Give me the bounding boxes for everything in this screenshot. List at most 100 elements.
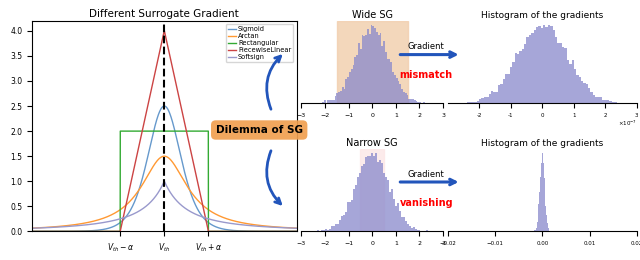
Arctan <box>237 221 244 224</box>
Bar <box>413 100 415 103</box>
Bar <box>360 149 384 231</box>
Bar <box>347 77 349 103</box>
Bar <box>392 72 394 103</box>
Text: Gradient: Gradient <box>408 170 445 179</box>
Bar <box>535 230 536 231</box>
Bar <box>375 153 377 231</box>
Bar <box>322 102 324 103</box>
Bar <box>426 230 428 231</box>
Bar <box>362 35 364 103</box>
Bar <box>399 84 401 103</box>
Bar <box>333 100 335 103</box>
Bar <box>388 192 390 231</box>
Bar <box>385 177 387 231</box>
Rectangular <box>292 230 300 233</box>
Bar <box>619 102 621 103</box>
Bar <box>408 99 410 103</box>
Bar <box>325 229 327 231</box>
Bar <box>517 54 519 103</box>
Bar <box>341 216 343 231</box>
Softsign <box>292 227 300 230</box>
Bar <box>550 25 552 103</box>
Bar <box>557 43 559 103</box>
Arctan <box>292 227 300 230</box>
Bar <box>327 230 329 231</box>
Line: PiecewiseLinear: PiecewiseLinear <box>32 31 296 231</box>
Softsign <box>285 226 293 230</box>
Bar <box>591 92 593 103</box>
Bar <box>541 155 542 231</box>
Bar <box>371 153 373 231</box>
Bar <box>540 177 541 231</box>
Bar <box>484 97 486 103</box>
Arctan <box>285 226 293 229</box>
Bar <box>360 49 362 103</box>
Bar <box>417 230 419 231</box>
Rectangular <box>116 129 124 133</box>
Bar <box>383 41 385 103</box>
Bar <box>595 97 598 103</box>
Bar <box>515 53 517 103</box>
Bar <box>415 229 417 231</box>
Bar <box>531 33 534 103</box>
Bar <box>364 36 365 103</box>
Bar <box>536 228 537 231</box>
Legend: Sigmoid, Arctan, Rectangular, PiecewiseLinear, Softsign: Sigmoid, Arctan, Rectangular, PiecewiseL… <box>226 24 293 62</box>
Bar <box>545 206 547 231</box>
PiecewiseLinear <box>28 230 36 233</box>
Sigmoid <box>28 230 36 233</box>
Bar <box>574 69 576 103</box>
Rectangular <box>157 129 164 133</box>
Bar <box>353 65 355 103</box>
Bar <box>359 173 361 231</box>
Bar <box>387 58 388 103</box>
Text: Dilemma of SG: Dilemma of SG <box>216 125 303 135</box>
Bar <box>355 185 357 231</box>
Bar <box>569 64 572 103</box>
Bar <box>396 78 397 103</box>
Bar <box>593 95 595 103</box>
Bar <box>387 180 388 231</box>
PiecewiseLinear <box>285 230 293 233</box>
Bar <box>337 21 408 103</box>
Bar <box>337 93 338 103</box>
Line: Sigmoid: Sigmoid <box>32 106 296 231</box>
Bar <box>340 91 342 103</box>
Bar <box>543 25 545 103</box>
Bar <box>355 57 356 103</box>
Bar <box>358 43 360 103</box>
Rectangular <box>285 230 292 233</box>
Bar <box>380 33 381 103</box>
Bar <box>369 34 371 103</box>
Bar <box>559 43 562 103</box>
Arctan <box>161 155 168 158</box>
Bar <box>607 100 609 103</box>
Bar <box>412 99 413 103</box>
Bar <box>538 204 539 231</box>
Bar <box>353 189 355 231</box>
Bar <box>545 27 548 103</box>
Bar <box>541 28 543 103</box>
Bar <box>403 217 404 231</box>
Bar <box>335 96 337 103</box>
Bar <box>344 89 346 103</box>
Bar <box>333 226 335 231</box>
Bar <box>388 59 390 103</box>
Line: Softsign: Softsign <box>32 181 296 228</box>
Bar <box>460 102 463 103</box>
Text: vanishing: vanishing <box>399 198 453 208</box>
Softsign <box>285 226 292 230</box>
Bar <box>376 32 378 103</box>
Bar <box>326 102 328 103</box>
Bar <box>345 212 347 231</box>
Bar <box>406 95 408 103</box>
Title: Histogram of the gradients: Histogram of the gradients <box>481 139 604 148</box>
Sigmoid <box>237 229 244 232</box>
Softsign <box>237 223 244 226</box>
Sigmoid <box>161 105 168 108</box>
Bar <box>495 92 498 103</box>
Bar <box>383 173 385 231</box>
Bar <box>481 98 484 103</box>
Arctan <box>285 226 292 229</box>
Bar <box>377 162 379 231</box>
